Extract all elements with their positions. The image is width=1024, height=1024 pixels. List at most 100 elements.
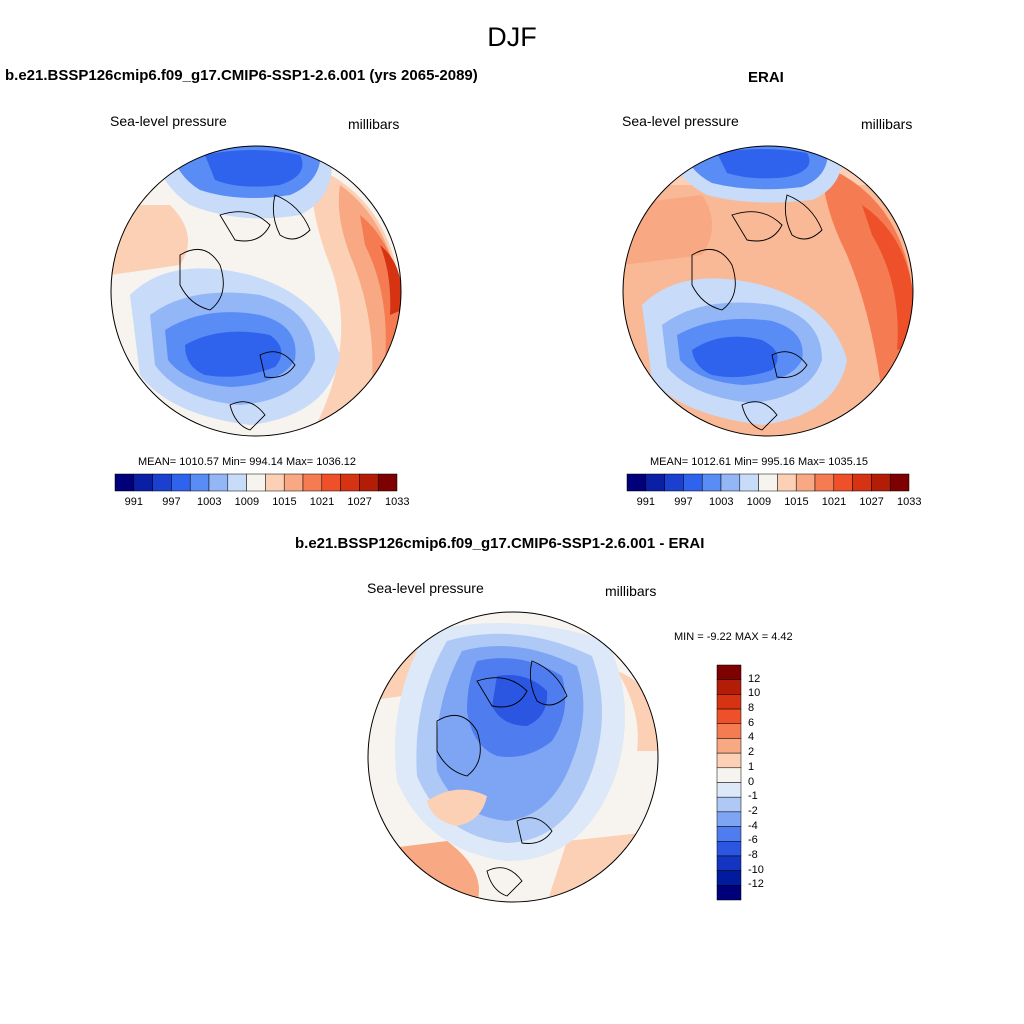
coastlines xyxy=(436,660,568,897)
colorbar-swatch xyxy=(720,473,741,492)
coastlines xyxy=(179,194,311,431)
colorbar-swatch xyxy=(716,885,742,901)
warm-west-region xyxy=(111,205,188,275)
colorbar-swatch xyxy=(716,738,742,754)
panel-2-colorbar xyxy=(626,473,910,492)
colorbar-tick-label: 1027 xyxy=(347,496,372,508)
colorbar-swatch xyxy=(716,796,742,813)
colorbar-swatch xyxy=(664,473,684,492)
high-pressure-region xyxy=(822,165,913,395)
low-pressure-north-core xyxy=(717,149,810,179)
colorbar-tick-label: 1015 xyxy=(784,496,809,508)
colorbar-tick-label: 1033 xyxy=(385,496,410,508)
colorbar-swatch xyxy=(833,473,853,492)
colorbar-tick-label: 1 xyxy=(748,760,755,773)
colorbar-tick-label: 1009 xyxy=(234,496,260,508)
colorbar-swatch xyxy=(152,473,172,492)
panel-3-units-label: millibars xyxy=(605,583,657,599)
colorbar-tick-label: 12 xyxy=(748,672,761,685)
colorbar-swatch xyxy=(871,473,891,492)
map-outline xyxy=(622,145,914,437)
colorbar-swatch xyxy=(716,723,742,739)
colorbar-swatch xyxy=(889,473,910,492)
panel-2-polar-map xyxy=(622,145,914,437)
high-pressure-max xyxy=(360,215,401,360)
colorbar-swatch xyxy=(246,473,266,492)
panel-1-units-label: millibars xyxy=(348,116,400,132)
low-pressure-north-core xyxy=(205,150,303,187)
colorbar-tick-label: 991 xyxy=(636,496,655,508)
colorbar-swatch xyxy=(377,473,398,492)
colorbar-tick-label: 997 xyxy=(162,496,181,508)
colorbar-tick-label: -12 xyxy=(748,878,764,891)
colorbar-tick-label: 2 xyxy=(748,746,755,759)
colorbar-swatch xyxy=(739,473,759,492)
colorbar-tick-label: -2 xyxy=(748,804,758,817)
colorbar-swatch xyxy=(340,473,360,492)
colorbar-swatch xyxy=(716,767,742,783)
colorbar-tick-label: 6 xyxy=(748,716,755,729)
colorbar-swatch xyxy=(645,473,665,492)
colorbar-swatch xyxy=(795,473,816,492)
colorbar-swatch xyxy=(265,473,285,492)
colorbar-tick-label: 0 xyxy=(748,775,755,788)
panel-2-units-label: millibars xyxy=(861,116,913,132)
colorbar-swatch xyxy=(716,841,742,857)
colorbar-swatch xyxy=(227,473,247,492)
colorbar-swatch xyxy=(716,870,742,886)
colorbar-tick-label: -10 xyxy=(748,863,764,876)
colorbar-swatch xyxy=(359,473,379,492)
colorbar-swatch xyxy=(133,473,153,492)
colorbar-swatch xyxy=(716,826,742,842)
panel-3-variable-label: Sea-level pressure xyxy=(367,580,484,596)
colorbar-tick-label: 1009 xyxy=(746,496,772,508)
panel-3-colorbar xyxy=(716,664,742,901)
colorbar-swatch xyxy=(758,473,778,492)
colorbar-tick-label: -1 xyxy=(748,790,758,803)
colorbar-swatch xyxy=(208,473,229,492)
colorbar-swatch xyxy=(814,473,835,492)
colorbar-swatch xyxy=(683,473,703,492)
page-title: DJF xyxy=(487,22,537,52)
colorbar-swatch xyxy=(716,811,742,827)
colorbar-tick-label: 1003 xyxy=(709,496,734,508)
colorbar-tick-label: 1003 xyxy=(197,496,222,508)
panel-1-colorbar xyxy=(114,473,398,492)
low-pressure-south-core xyxy=(185,331,282,377)
colorbar-tick-label: -8 xyxy=(748,848,758,861)
colorbar-tick-label: 4 xyxy=(748,731,755,744)
coastlines xyxy=(691,194,823,431)
panel-1-title: b.e21.BSSP126cmip6.f09_g17.CMIP6-SSP1-2.… xyxy=(5,67,478,84)
panel-2-stats: MEAN= 1012.61 Min= 995.16 Max= 1035.15 xyxy=(650,456,869,468)
colorbar-swatch xyxy=(283,473,304,492)
colorbar-swatch xyxy=(852,473,872,492)
colorbar-swatch xyxy=(716,664,742,680)
colorbar-tick-label: 1021 xyxy=(309,496,335,508)
colorbar-swatch xyxy=(716,855,742,871)
panel-2-variable-label: Sea-level pressure xyxy=(622,113,739,129)
panel-3-polar-map xyxy=(367,611,659,903)
colorbar-swatch xyxy=(701,473,722,492)
colorbar-swatch xyxy=(716,679,742,695)
colorbar-tick-label: 10 xyxy=(748,687,761,700)
colorbar-tick-label: 1027 xyxy=(859,496,884,508)
colorbar-tick-label: 1033 xyxy=(897,496,922,508)
colorbar-tick-label: 997 xyxy=(674,496,693,508)
colorbar-swatch xyxy=(189,473,210,492)
colorbar-tick-label: 991 xyxy=(124,496,143,508)
panel-3-stats: MIN = -9.22 MAX = 4.42 xyxy=(674,631,793,643)
colorbar-swatch xyxy=(321,473,341,492)
positive-anomaly-center xyxy=(427,789,487,826)
colorbar-tick-label: -6 xyxy=(748,834,758,847)
colorbar-tick-label: -4 xyxy=(748,819,758,832)
high-pressure-peak xyxy=(380,245,401,315)
positive-anomaly-east xyxy=(617,671,658,751)
low-pressure-south-core xyxy=(692,336,778,378)
map-outline xyxy=(110,145,402,437)
colorbar-swatch xyxy=(716,708,742,724)
colorbar-swatch xyxy=(171,473,191,492)
high-pressure-core xyxy=(862,205,913,350)
colorbar-swatch xyxy=(716,782,742,798)
colorbar-tick-label: 1015 xyxy=(272,496,297,508)
colorbar-swatch xyxy=(716,694,742,710)
